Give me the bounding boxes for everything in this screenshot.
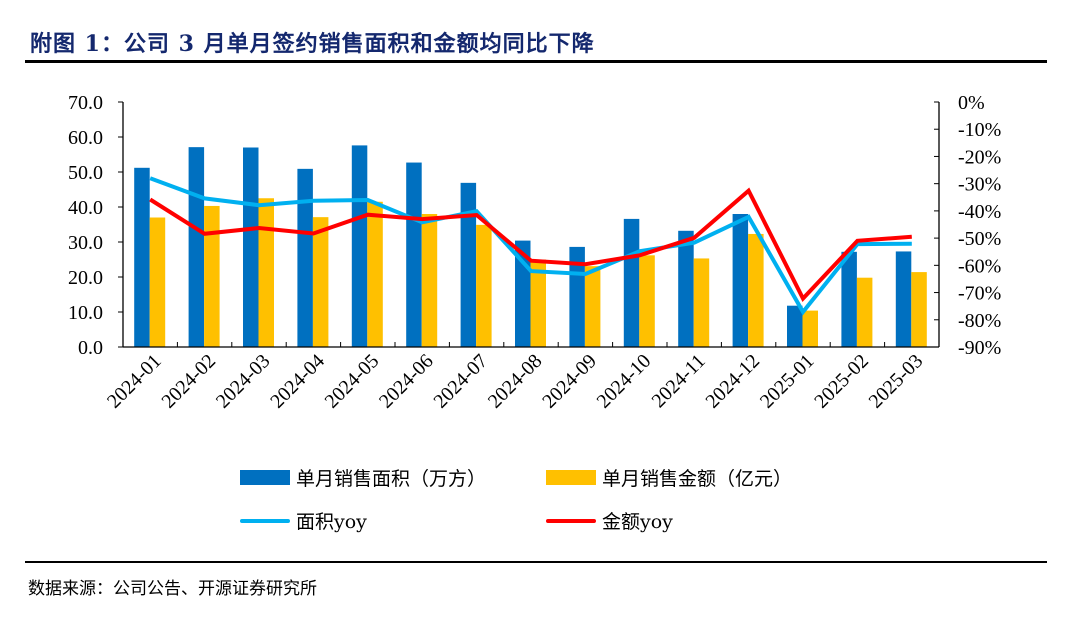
bar-amount	[639, 255, 655, 347]
bar-amount	[856, 277, 873, 347]
x-tick-label: 2024-04	[266, 350, 329, 413]
bar-area	[297, 168, 313, 347]
x-tick-label: 2024-02	[157, 350, 220, 413]
bar-amount	[911, 272, 927, 347]
left-axis-ticks: 0.0 10.0 20.0 30.0 40.0 50.0 60.0 70.0	[68, 92, 123, 359]
bar-amount	[421, 214, 438, 347]
x-tick-label: 2024-09	[538, 350, 601, 413]
legend-swatch-amount-bar	[546, 470, 596, 485]
title-divider	[25, 60, 1047, 63]
bar-area	[623, 218, 640, 347]
left-tick-label: 10.0	[68, 302, 103, 324]
bar-area	[841, 251, 857, 347]
left-tick-label: 30.0	[68, 232, 103, 254]
bar-amount	[748, 233, 764, 347]
legend-label-area-bar: 单月销售面积（万方）	[296, 468, 487, 490]
x-tick-label: 2024-10	[593, 350, 656, 413]
left-tick-label: 0.0	[78, 337, 103, 359]
x-axis-labels: 2024-012024-022024-032024-042024-052024-…	[103, 350, 927, 413]
left-tick-label: 50.0	[68, 162, 103, 184]
bar-amount	[802, 310, 818, 347]
right-tick-label: -40%	[958, 201, 1001, 223]
bar-area	[678, 230, 694, 347]
bar-amount	[149, 217, 166, 347]
legend-item-amount-yoy: 金额yoy	[546, 507, 673, 534]
left-tick-label: 20.0	[68, 267, 103, 289]
source-divider	[25, 561, 1047, 563]
right-tick-label: -10%	[958, 119, 1001, 141]
legend-swatch-amount-yoy	[546, 518, 596, 523]
axes-group	[122, 102, 940, 348]
right-tick-label: -30%	[958, 174, 1001, 196]
bar-area	[895, 251, 912, 347]
bar-area	[243, 147, 259, 347]
left-tick-label: 40.0	[68, 197, 103, 219]
left-tick-label: 60.0	[68, 127, 103, 149]
right-tick-label: -80%	[958, 310, 1001, 332]
right-tick-label: -50%	[958, 228, 1001, 250]
x-tick-label: 2025-03	[865, 350, 928, 413]
bars-group	[134, 145, 927, 347]
combo-chart: 0.0 10.0 20.0 30.0 40.0 50.0 60.0 70.0 0% -10% -2…	[68, 92, 1001, 413]
bar-amount	[530, 259, 546, 347]
bar-amount	[204, 205, 220, 347]
legend-swatch-area-bar	[240, 470, 290, 485]
bar-area	[351, 145, 368, 347]
bar-amount	[693, 258, 710, 347]
x-tick-label: 2024-07	[429, 350, 492, 413]
legend-label-amount-bar: 单月销售金额（亿元）	[602, 468, 793, 490]
x-tick-label: 2025-02	[810, 350, 873, 413]
lines-group	[149, 176, 912, 316]
legend-label-area-yoy: 面积yoy	[296, 511, 367, 533]
x-tick-label: 2024-08	[484, 350, 547, 413]
right-axis-ticks: 0% -10% -20% -30% -40% -50% -60% -70% -80% -90%	[934, 92, 1001, 359]
bar-amount	[367, 201, 383, 347]
x-tick-label: 2024-01	[103, 350, 166, 413]
x-tick-label: 2025-01	[756, 350, 819, 413]
x-tick-label: 2024-03	[212, 350, 275, 413]
x-tick-label: 2024-12	[701, 350, 764, 413]
source-note: 数据来源：公司公告、开源证券研究所	[28, 579, 317, 599]
bar-amount	[584, 266, 601, 347]
right-tick-label: 0%	[958, 92, 985, 114]
x-tick-label: 2024-05	[321, 350, 384, 413]
bar-area	[460, 182, 477, 347]
left-tick-label: 70.0	[68, 92, 103, 114]
bar-amount	[258, 198, 274, 347]
right-tick-label: -90%	[958, 337, 1001, 359]
bar-amount	[312, 217, 329, 347]
x-tick-label: 2024-11	[648, 350, 710, 412]
bar-area	[787, 305, 803, 347]
legend-item-area-bar: 单月销售面积（万方）	[240, 464, 486, 491]
bar-area	[406, 162, 422, 347]
right-tick-label: -60%	[958, 255, 1001, 277]
bar-area	[732, 214, 749, 347]
chart-title: 附图 1：公司 3 月单月签约销售面积和金额均同比下降	[30, 31, 595, 57]
bar-area	[134, 167, 150, 347]
bar-amount	[476, 224, 492, 347]
x-tick-label: 2024-06	[375, 350, 438, 413]
legend-item-amount-bar: 单月销售金额（亿元）	[546, 464, 792, 491]
legend-swatch-area-yoy	[240, 518, 290, 523]
legend-item-area-yoy: 面积yoy	[240, 507, 367, 534]
bar-area	[188, 147, 205, 347]
right-tick-label: -20%	[958, 146, 1001, 168]
legend-label-amount-yoy: 金额yoy	[602, 511, 673, 533]
right-tick-label: -70%	[958, 283, 1001, 305]
